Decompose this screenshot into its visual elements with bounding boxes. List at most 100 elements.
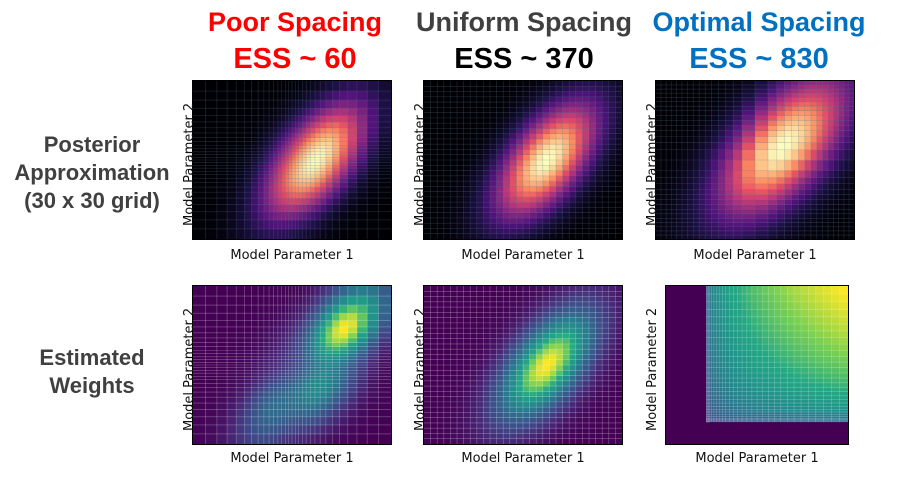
heatmap-cell	[681, 89, 688, 94]
heatmap-cell	[798, 149, 806, 161]
heatmap-cell	[529, 217, 537, 224]
heatmap-cell	[556, 107, 563, 113]
heatmap-cell	[263, 353, 270, 358]
heatmap-cell	[784, 125, 793, 131]
heatmap-cell	[236, 219, 245, 230]
heatmap-cell	[457, 328, 464, 334]
heatmap-cell	[707, 387, 709, 393]
heatmap-cell	[833, 120, 840, 126]
heatmap-cell	[457, 391, 464, 397]
heatmap-cell	[706, 406, 707, 410]
heatmap-cell	[549, 81, 557, 87]
heatmap-cell	[378, 313, 391, 321]
heatmap-cell	[582, 138, 590, 145]
heatmap-cell	[463, 202, 471, 208]
heatmap-cell	[582, 212, 590, 219]
heatmap-cell	[776, 142, 785, 150]
heatmap-cell	[838, 110, 845, 116]
heatmap-cell	[216, 162, 228, 166]
heatmap-cell	[804, 183, 812, 190]
heatmap-cell	[784, 115, 793, 121]
heatmap-cell	[676, 230, 683, 236]
heatmap-cell	[476, 286, 484, 292]
heatmap-cell	[608, 354, 616, 361]
heatmap-cell	[295, 174, 300, 179]
heatmap-cell	[503, 202, 511, 208]
heatmap-cell	[660, 170, 667, 178]
heatmap-cell	[288, 433, 293, 444]
heatmap-cell	[314, 373, 321, 377]
heatmap-cell	[608, 375, 616, 382]
heatmap-cell	[320, 160, 327, 163]
heatmap-cell	[833, 125, 840, 131]
heatmap-cell	[277, 332, 282, 339]
heatmap-cell	[236, 108, 245, 116]
heatmap-cell	[216, 397, 228, 404]
heatmap-cell	[660, 183, 667, 190]
heatmap-cell	[236, 370, 245, 374]
heatmap-cell	[281, 162, 286, 166]
heatmap-cell	[542, 217, 550, 224]
heatmap-cell	[706, 324, 707, 332]
heatmap-cell	[687, 97, 694, 103]
heatmap-cell	[687, 189, 694, 195]
heatmap-cell	[302, 127, 307, 134]
heatmap-cell	[314, 148, 321, 153]
heatmap-cell	[424, 144, 431, 150]
heatmap-cell	[523, 186, 530, 192]
heatmap-cell	[582, 370, 590, 376]
heatmap-cell	[443, 228, 451, 235]
heatmap-cell	[236, 162, 245, 166]
heatmap-cell	[490, 380, 497, 387]
heatmap-cell	[660, 209, 667, 215]
heatmap-cell	[288, 392, 293, 398]
heatmap-cell	[490, 196, 497, 203]
heatmap-cell	[251, 433, 259, 444]
heatmap-cell	[302, 115, 307, 123]
heatmap-cell	[367, 115, 379, 123]
heatmap-cell	[320, 151, 327, 155]
heatmap-cell	[356, 115, 368, 123]
heatmap-cell	[693, 97, 700, 103]
heatmap-cell	[569, 81, 577, 87]
heatmap-cell	[470, 217, 478, 224]
heatmap-cell	[367, 132, 379, 138]
heatmap-cell	[490, 438, 497, 444]
heatmap-cell	[470, 138, 478, 145]
heatmap-cell	[725, 230, 734, 236]
heatmap-cell	[529, 438, 537, 444]
heatmap-cell	[483, 154, 491, 161]
heatmap-cell	[244, 286, 252, 297]
heatmap-cell	[244, 370, 252, 374]
heatmap-cell	[503, 286, 511, 292]
heatmap-cell	[437, 396, 445, 403]
heatmap-cell	[681, 120, 688, 126]
heatmap-cell	[476, 307, 484, 313]
heatmap-cell	[347, 157, 358, 161]
heatmap-cell	[711, 81, 719, 86]
heatmap-cell	[490, 123, 497, 129]
heatmap-cell	[503, 123, 511, 129]
heatmap-cell	[483, 296, 491, 303]
heatmap-cell	[536, 133, 544, 140]
heatmap-cell	[725, 194, 734, 201]
heatmap-cell	[273, 168, 279, 172]
heatmap-cell	[490, 175, 497, 182]
heatmap-cell	[298, 433, 303, 444]
heatmap-cell	[244, 182, 252, 188]
heatmap-cell	[424, 433, 431, 440]
heatmap-cell	[288, 219, 293, 230]
heatmap-cell	[509, 386, 517, 392]
heatmap-cell	[244, 187, 252, 193]
heatmap-cell	[523, 322, 530, 329]
heatmap-cell	[356, 198, 368, 205]
heatmap-cell	[549, 191, 557, 198]
heatmap-cell	[602, 328, 610, 334]
heatmap-cell	[755, 183, 769, 190]
heatmap-cell	[314, 187, 321, 193]
heatmap-cell	[549, 217, 557, 224]
heatmap-cell	[193, 171, 206, 175]
heatmap-cell	[476, 343, 484, 350]
heatmap-cell	[709, 330, 712, 338]
heatmap-cell	[263, 204, 270, 213]
